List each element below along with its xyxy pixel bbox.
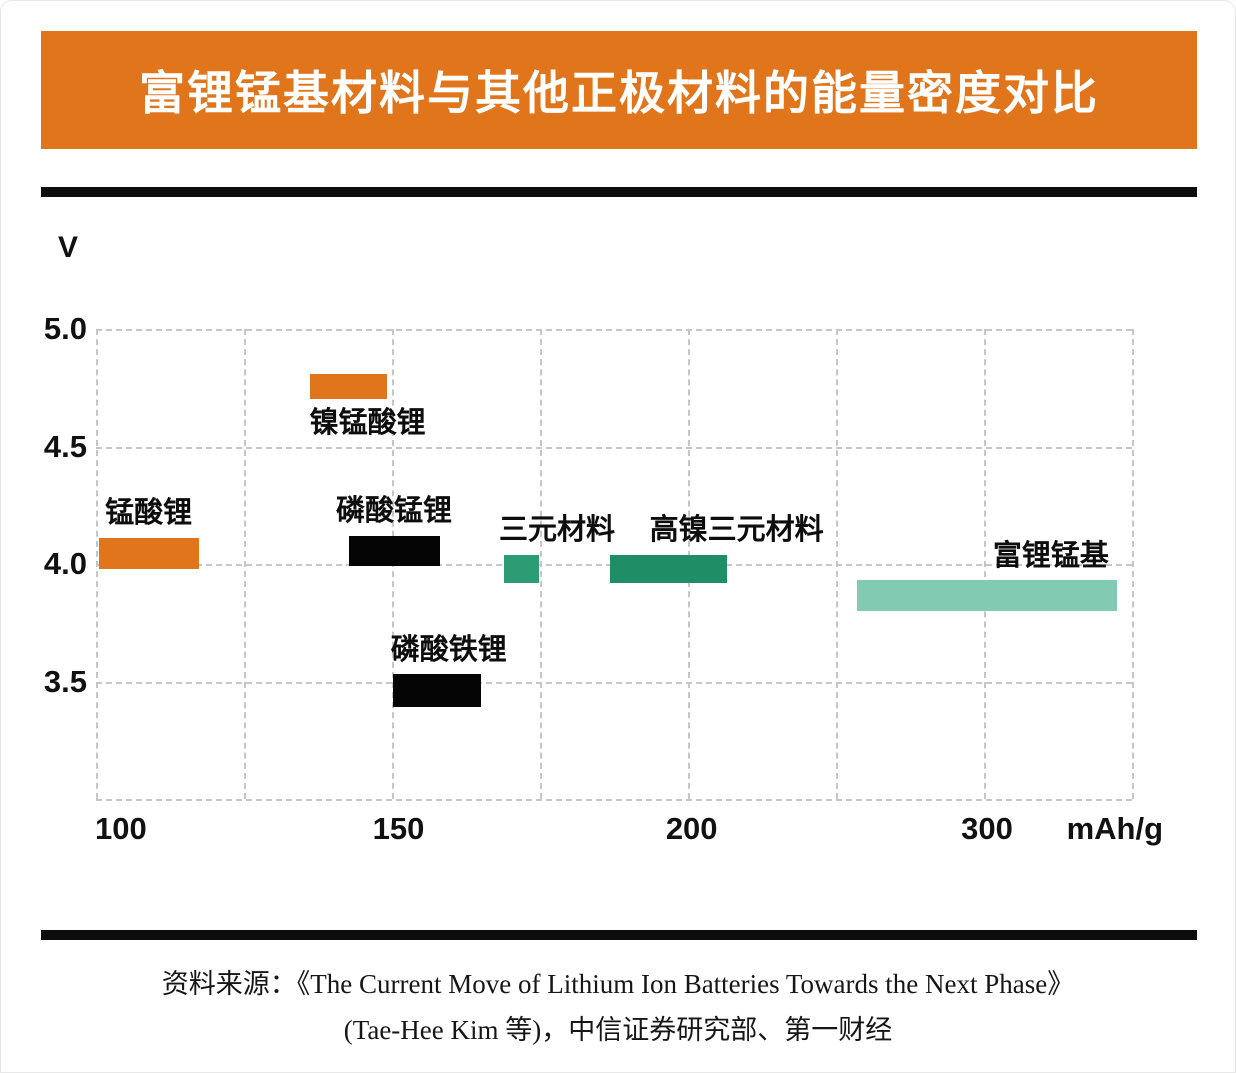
source-note: 资料来源：《The Current Move of Lithium Ion Ba… xyxy=(1,961,1235,1054)
source-line-2: (Tae-Hee Kim 等)，中信证券研究部、第一财经 xyxy=(343,1015,893,1046)
y-tick-label: 4.5 xyxy=(43,428,87,464)
bar-磷酸锰锂 xyxy=(348,535,440,567)
y-tick-label: 5.0 xyxy=(43,311,87,346)
title-banner: 富锂锰基材料与其他正极材料的能量密度对比 xyxy=(41,31,1197,149)
bar-label-锰酸锂: 锰酸锂 xyxy=(105,497,193,530)
y-axis-unit-label: V xyxy=(58,231,79,264)
vertical-gridline xyxy=(1132,329,1134,799)
top-divider xyxy=(41,187,1197,197)
bar-镍锰酸锂 xyxy=(309,373,388,400)
chart-title: 富锂锰基材料与其他正极材料的能量密度对比 xyxy=(139,67,1099,119)
bottom-divider xyxy=(41,930,1197,940)
x-tick-label: 150 xyxy=(372,811,425,846)
bar-label-高镍三元材料: 高镍三元材料 xyxy=(649,513,824,546)
bar-label-富锂锰基: 富锂锰基 xyxy=(992,539,1109,572)
horizontal-gridline xyxy=(96,799,1132,801)
y-tick-label: 3.5 xyxy=(43,663,87,699)
plot-area: 锰酸锂 镍锰酸锂磷酸锰锂磷酸铁锂 三元材料 高镍三元材料富锂锰基 xyxy=(96,329,1134,801)
bar-label-磷酸铁锂: 磷酸铁锂 xyxy=(390,633,507,666)
x-tick-label: 300 xyxy=(961,811,1013,846)
bar-富锂锰基 xyxy=(857,580,1117,611)
bar-label-三元材料: 三元材料 xyxy=(499,513,616,546)
horizontal-gridline xyxy=(96,446,1132,449)
horizontal-gridline xyxy=(96,681,1132,684)
bar-label-磷酸锰锂: 磷酸锰锂 xyxy=(336,494,453,527)
horizontal-gridline xyxy=(96,329,1132,331)
x-axis-ticks: 100 150 200 300 xyxy=(94,811,1132,853)
source-line-1: 资料来源：《The Current Move of Lithium Ion Ba… xyxy=(161,969,1075,999)
x-tick-label: 100 xyxy=(94,811,147,846)
x-axis-unit-label: mAh/g xyxy=(1066,811,1163,846)
y-axis-ticks: 5.0 4.5 4.0 3.5 xyxy=(1,311,87,799)
y-tick-label: 4.0 xyxy=(43,546,87,581)
bar-label-镍锰酸锂: 镍锰酸锂 xyxy=(309,406,426,439)
bar-三元材料 xyxy=(504,554,540,583)
bar-磷酸铁锂 xyxy=(392,674,481,708)
bar-高镍三元材料 xyxy=(609,554,728,583)
bar-锰酸锂 xyxy=(98,538,199,569)
x-tick-label: 200 xyxy=(665,811,718,846)
